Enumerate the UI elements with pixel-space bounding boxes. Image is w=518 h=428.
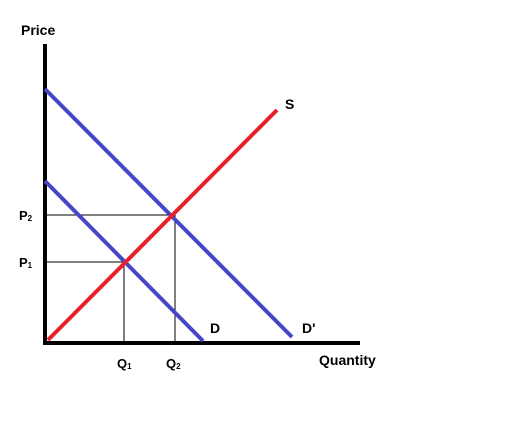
quantity-label-q1: Q1: [117, 356, 132, 371]
quantity-label-q1-sub: 1: [127, 362, 132, 371]
price-label-p1-main: P: [19, 255, 28, 270]
demand-curve-label: D: [210, 320, 220, 336]
supply-curve-label: S: [285, 96, 294, 112]
price-label-p2-main: P: [19, 208, 28, 223]
price-label-p2: P2: [19, 208, 33, 223]
demand-shifted-curve: [43, 87, 294, 339]
x-axis-label: Quantity: [319, 352, 376, 368]
quantity-label-q2-sub: 2: [176, 362, 181, 371]
supply-curve: [46, 108, 279, 342]
quantity-label-q1-main: Q: [117, 356, 127, 371]
quantity-label-q2: Q2: [166, 356, 181, 371]
price-label-p1-sub: 1: [28, 261, 33, 270]
demand-shifted-curve-label: D': [302, 320, 315, 336]
price-label-p1: P1: [19, 255, 33, 270]
price-label-p2-sub: 2: [28, 214, 33, 223]
quantity-label-q2-main: Q: [166, 356, 176, 371]
y-axis-label: Price: [21, 22, 55, 38]
